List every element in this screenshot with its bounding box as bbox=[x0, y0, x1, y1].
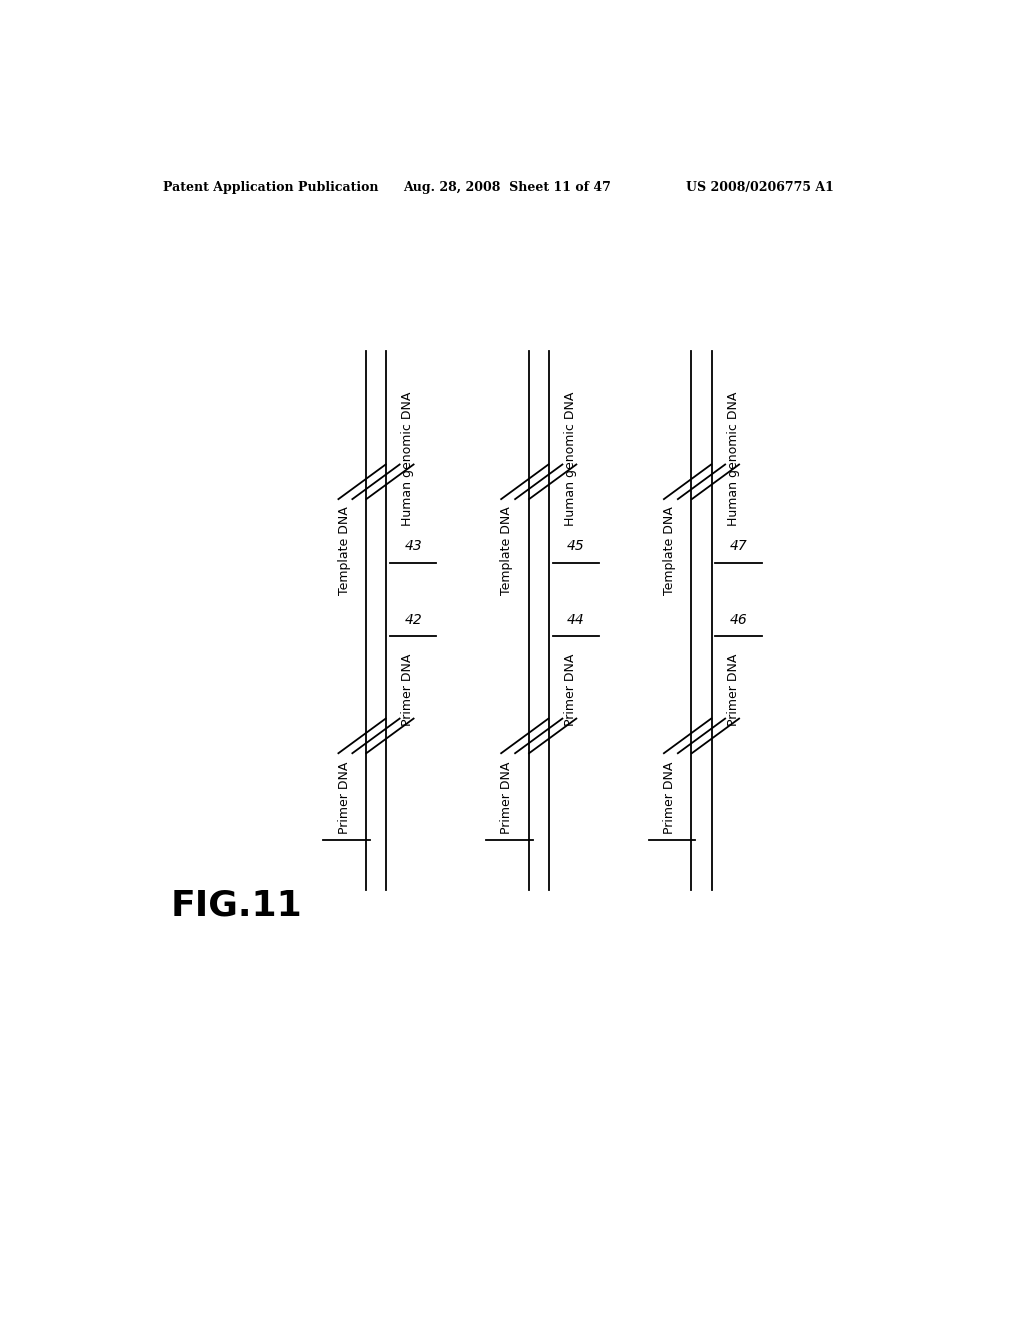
Text: 42: 42 bbox=[404, 612, 422, 627]
Text: Primer DNA: Primer DNA bbox=[338, 762, 351, 834]
Text: Human genomic DNA: Human genomic DNA bbox=[401, 392, 415, 525]
Text: Primer DNA: Primer DNA bbox=[664, 762, 676, 834]
Text: Template DNA: Template DNA bbox=[338, 507, 351, 595]
Text: Primer DNA: Primer DNA bbox=[727, 653, 739, 726]
Text: Primer DNA: Primer DNA bbox=[501, 762, 513, 834]
Text: 44: 44 bbox=[567, 612, 585, 627]
Text: 45: 45 bbox=[567, 540, 585, 553]
Text: 43: 43 bbox=[404, 540, 422, 553]
Text: Human genomic DNA: Human genomic DNA bbox=[727, 392, 739, 525]
Text: US 2008/0206775 A1: US 2008/0206775 A1 bbox=[686, 181, 834, 194]
Text: Primer DNA: Primer DNA bbox=[564, 653, 578, 726]
Text: 46: 46 bbox=[730, 612, 748, 627]
Text: Human genomic DNA: Human genomic DNA bbox=[564, 392, 578, 525]
Text: FIG.11: FIG.11 bbox=[171, 888, 302, 923]
Text: Template DNA: Template DNA bbox=[501, 507, 513, 595]
Text: Aug. 28, 2008  Sheet 11 of 47: Aug. 28, 2008 Sheet 11 of 47 bbox=[403, 181, 611, 194]
Text: Template DNA: Template DNA bbox=[664, 507, 676, 595]
Text: 47: 47 bbox=[730, 540, 748, 553]
Text: Primer DNA: Primer DNA bbox=[401, 653, 415, 726]
Text: Patent Application Publication: Patent Application Publication bbox=[163, 181, 379, 194]
